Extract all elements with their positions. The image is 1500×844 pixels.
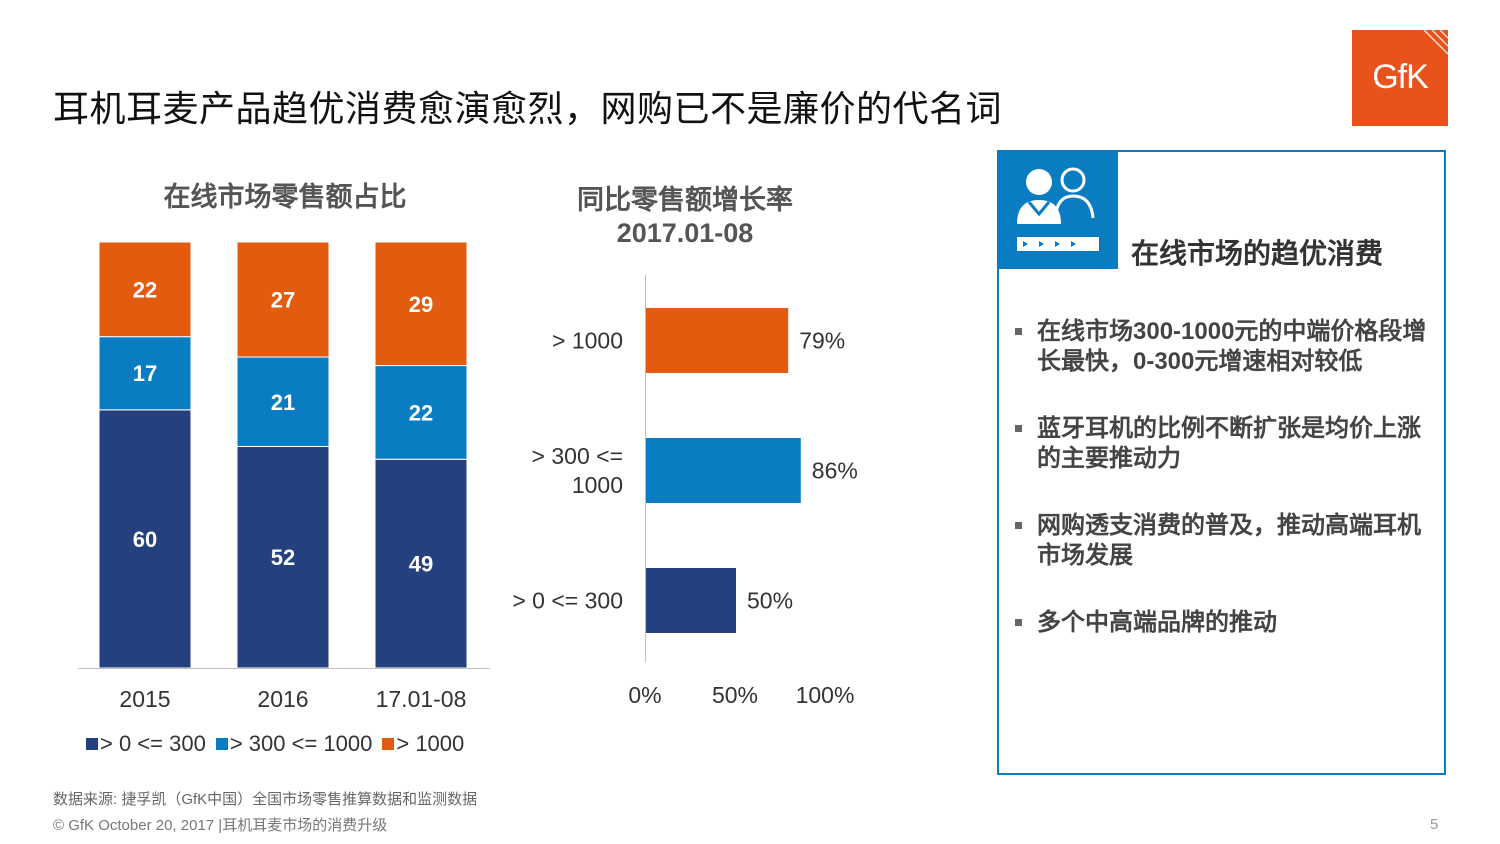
- segment-value-label: 22: [133, 277, 157, 302]
- x-axis-tick-label: 2015: [119, 686, 170, 712]
- logo-text: GfK: [1372, 58, 1429, 96]
- growth-value-label: 79%: [799, 328, 845, 354]
- panel-title: 在线市场的趋优消费: [1131, 238, 1384, 269]
- growth-value-label: 50%: [747, 588, 793, 614]
- growth-bar: [646, 438, 801, 503]
- legend-item-high: > 1000: [382, 731, 464, 757]
- legend-label-low: > 0 <= 300: [100, 731, 206, 756]
- growth-category-label: > 300 <=: [532, 443, 623, 469]
- insight-item: 网购透支消费的普及，推动高端耳机市场发展: [1013, 511, 1433, 571]
- footer-copyright: © GfK October 20, 2017 |耳机耳麦市场的消费升级: [53, 817, 388, 834]
- stacked-bar-segment: [98, 409, 192, 669]
- x-axis-tick-label: 0%: [628, 682, 661, 708]
- bullet-square-icon: [1015, 619, 1022, 626]
- segment-value-label: 52: [271, 545, 295, 570]
- stacked-chart-title: 在线市场零售额占比: [163, 182, 407, 212]
- people-progress-icon: [1017, 167, 1099, 251]
- data-source-note: 数据来源: 捷孚凯（GfK中国）全国市场零售推算数据和监测数据: [53, 791, 478, 808]
- segment-value-label: 49: [409, 552, 433, 577]
- growth-chart-title: 同比零售额增长率: [577, 185, 793, 215]
- segment-value-label: 60: [133, 527, 157, 552]
- growth-chart-subtitle: 2017.01-08: [616, 218, 754, 248]
- growth-bar: [646, 568, 736, 633]
- growth-bar-chart: 79% > 1000 86% > 300 <= 1000 50% > 0 <= 300 0% 5…: [512, 275, 858, 708]
- insight-item: 蓝牙耳机的比例不断扩张是均价上涨的主要推动力: [1013, 414, 1433, 474]
- insight-text: 多个中高端品牌的推动: [1037, 609, 1277, 636]
- growth-category-label: > 1000: [552, 328, 623, 354]
- growth-category-label: > 0 <= 300: [512, 588, 623, 614]
- insight-item: 在线市场300-1000元的中端价格段增长最快，0-300元增速相对较低: [1013, 317, 1433, 377]
- segment-value-label: 27: [271, 288, 295, 313]
- stacked-bar-segment: [98, 241, 192, 338]
- bullet-square-icon: [1015, 328, 1022, 335]
- logo-corner-stripes-icon: [1423, 30, 1448, 55]
- x-axis-tick-label: 2016: [257, 686, 308, 712]
- insight-list: 在线市场300-1000元的中端价格段增长最快，0-300元增速相对较低 蓝牙耳…: [1013, 317, 1433, 675]
- growth-bar: [646, 308, 789, 373]
- panel-icon-box: [999, 152, 1118, 269]
- segment-value-label: 17: [133, 361, 157, 386]
- insight-item: 多个中高端品牌的推动: [1013, 608, 1433, 638]
- legend-item-mid: > 300 <= 1000: [215, 731, 373, 757]
- stacked-bar-chart: 60 17 22 2015 52 21 27 2016 49 22 29 17.01-08: [78, 241, 490, 712]
- growth-value-label: 86%: [812, 458, 858, 484]
- legend-swatch-mid: [215, 738, 228, 750]
- segment-value-label: 21: [271, 390, 295, 415]
- segment-value-label: 22: [409, 400, 433, 425]
- bullet-square-icon: [1015, 522, 1022, 529]
- insight-panel: 在线市场的趋优消费 在线市场300-1000元的中端价格段增长最快，0-300元…: [997, 150, 1446, 775]
- legend-swatch-low: [86, 738, 98, 750]
- stacked-bar-segment: [236, 356, 330, 447]
- x-axis-tick-label: 17.01-08: [376, 686, 467, 712]
- segment-value-label: 29: [409, 292, 433, 317]
- legend-swatch-high: [382, 738, 395, 750]
- insight-text: 蓝牙耳机的比例不断扩张是均价上涨的主要推动力: [1037, 415, 1421, 472]
- bullet-square-icon: [1015, 425, 1022, 432]
- gfk-logo: GfK: [1352, 30, 1448, 126]
- stacked-bar-segment: [374, 458, 468, 669]
- legend-label-mid: > 300 <= 1000: [229, 731, 373, 756]
- insight-text: 网购透支消费的普及，推动高端耳机市场发展: [1037, 512, 1421, 569]
- page-number: 5: [1430, 816, 1439, 833]
- stacked-bar-segment: [374, 241, 468, 367]
- growth-category-label: 1000: [572, 472, 623, 498]
- stacked-bar-segment: [236, 241, 330, 358]
- legend-label-high: > 1000: [396, 731, 465, 756]
- slide-title: 耳机耳麦产品趋优消费愈演愈烈，网购已不是廉价的代名词: [53, 88, 1003, 129]
- x-axis-tick-label: 50%: [712, 682, 758, 708]
- legend-item-low: > 0 <= 300: [86, 731, 206, 757]
- x-axis-tick-label: 100%: [796, 682, 855, 708]
- insight-text: 在线市场300-1000元的中端价格段增长最快，0-300元增速相对较低: [1037, 318, 1427, 375]
- stacked-chart-legend: > 0 <= 300 > 300 <= 1000 > 1000: [86, 730, 474, 758]
